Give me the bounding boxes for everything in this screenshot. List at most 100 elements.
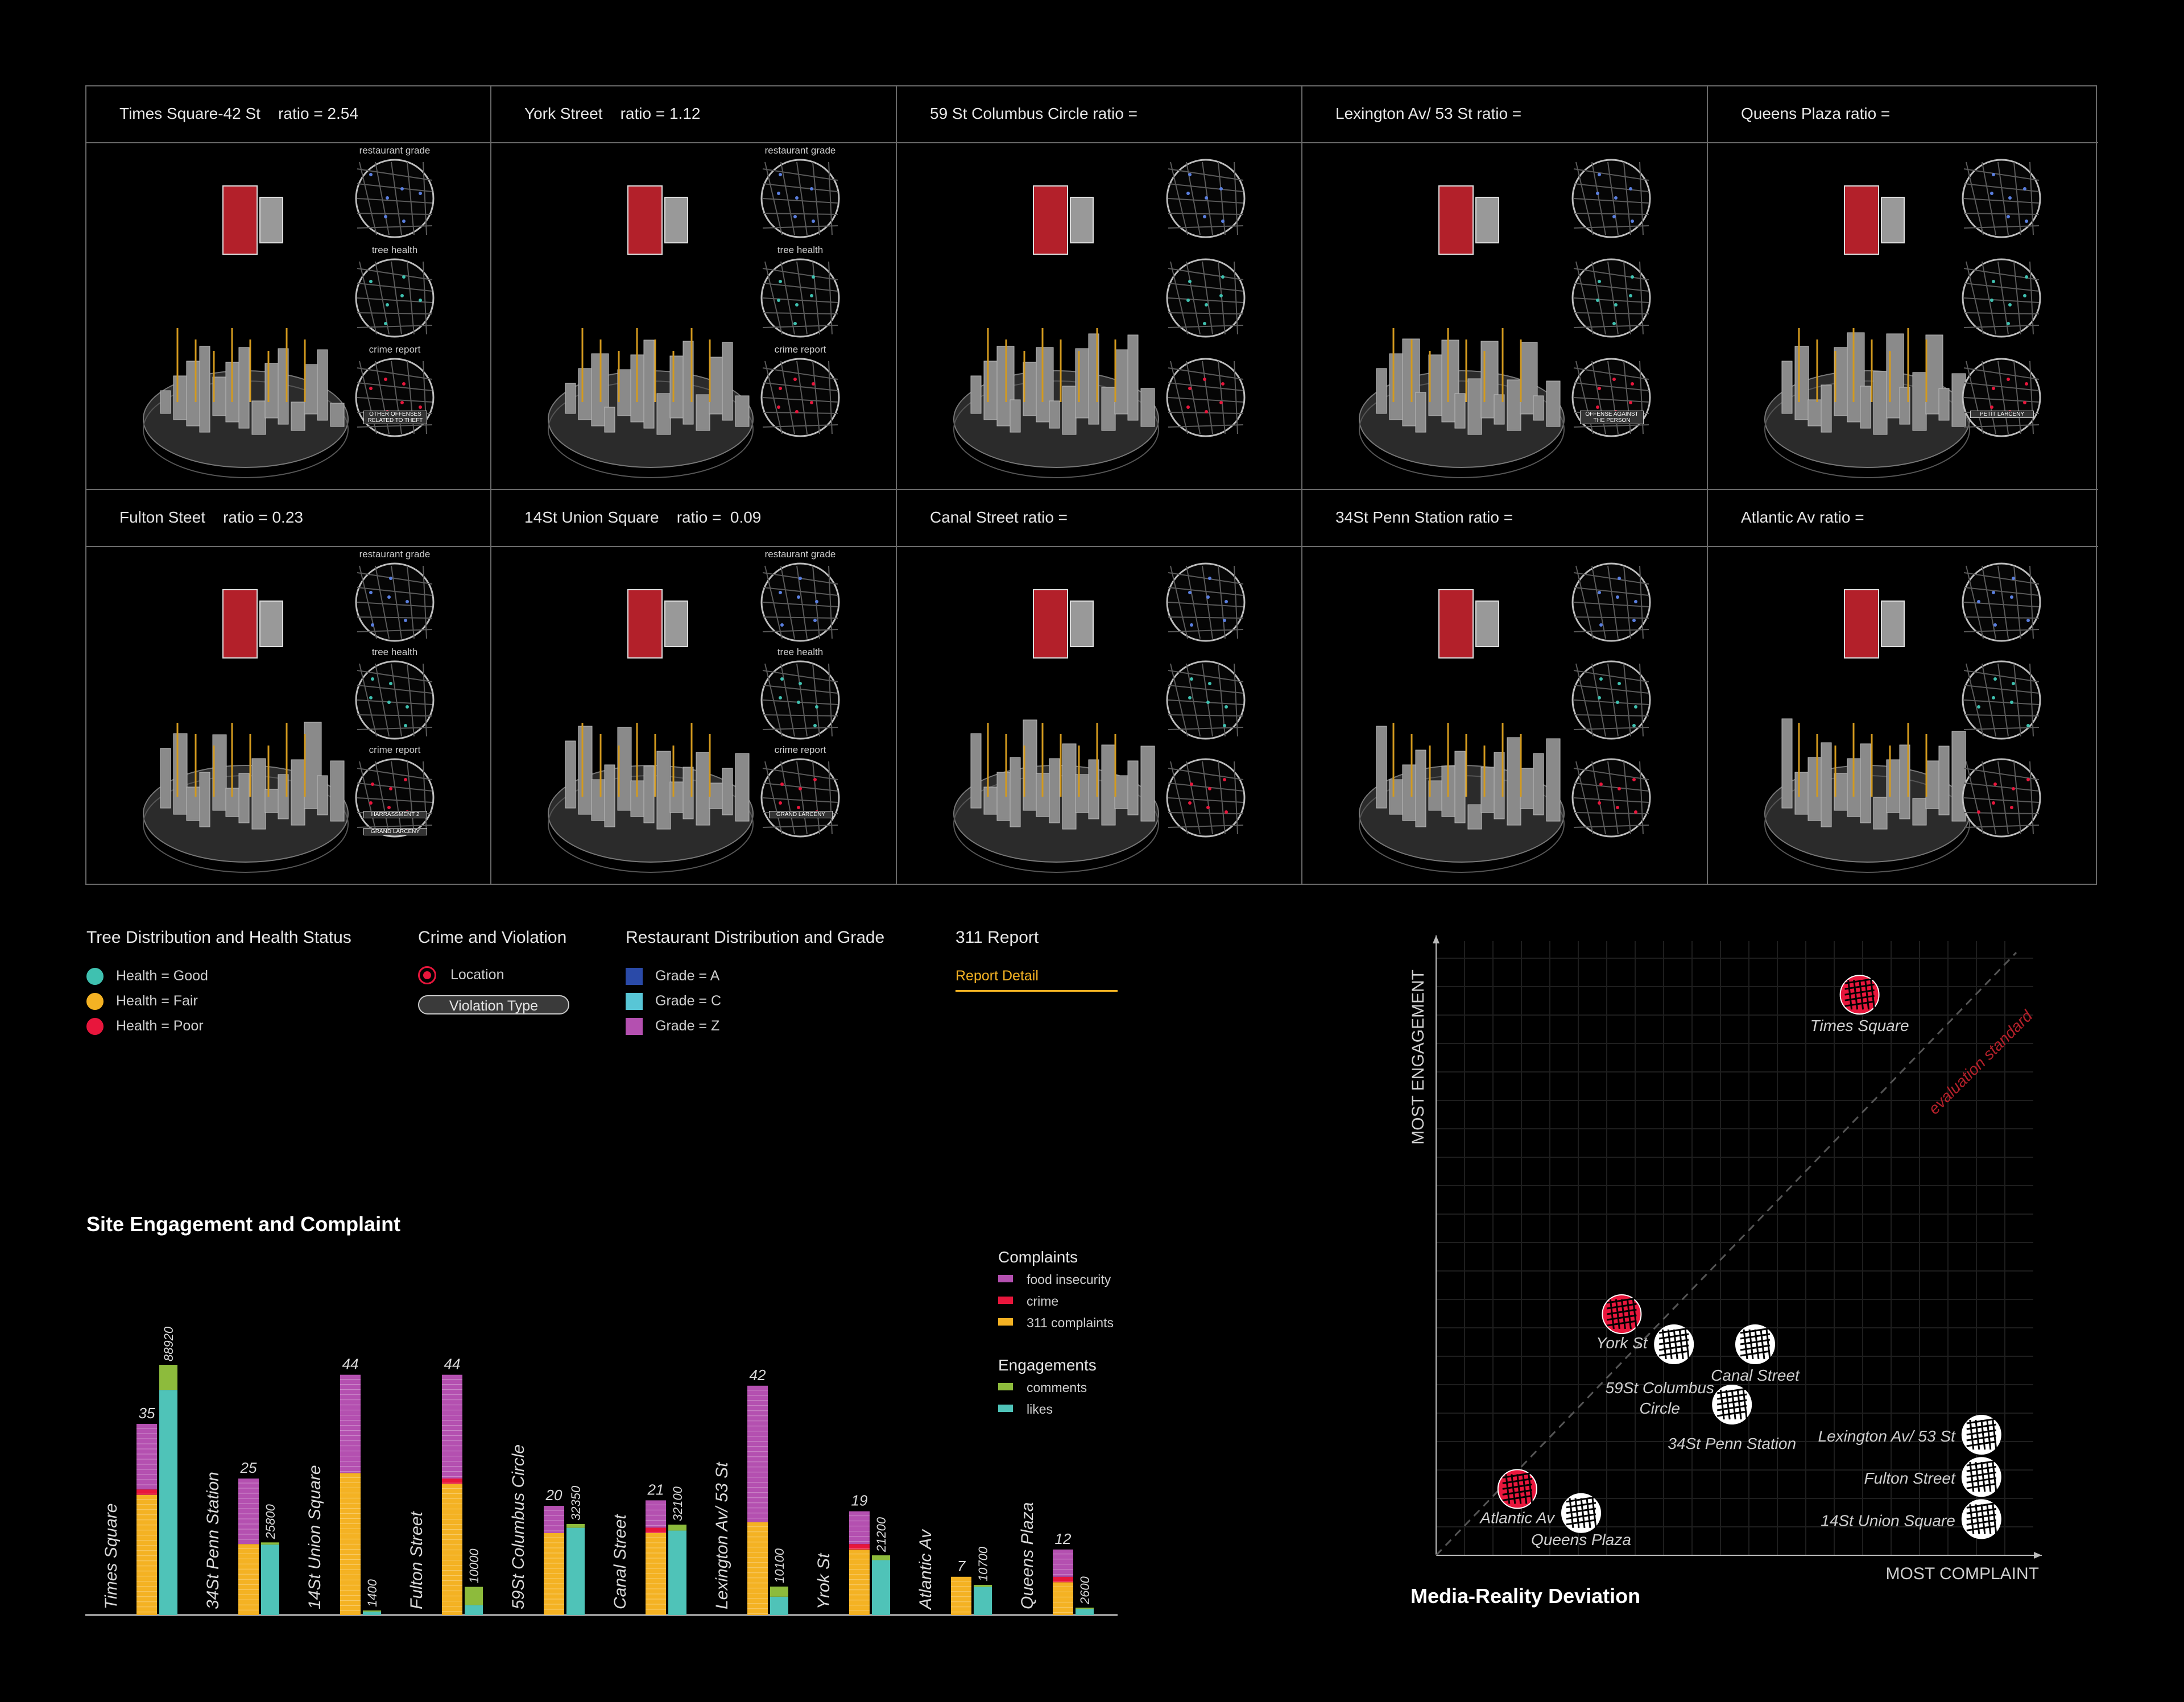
building-block — [604, 764, 615, 827]
circle-map — [760, 562, 840, 642]
complaint-total-label: 7 — [957, 1558, 966, 1575]
building-block — [1938, 746, 1950, 815]
crime-tag: HARRASSMENT 2 — [363, 811, 427, 818]
engagement-bar-segment — [261, 1544, 279, 1615]
building-block — [1938, 388, 1950, 421]
building-block — [1507, 737, 1521, 826]
building-block — [251, 758, 266, 830]
restaurant-legend-item: Grade = A — [626, 963, 884, 988]
engagement-bar-segment — [566, 1523, 585, 1528]
circle-map — [1571, 159, 1651, 238]
series-swatch — [998, 1405, 1013, 1412]
building-block — [1467, 804, 1482, 830]
site-panel: Fulton Steet ratio = 0.23 restaurant grad… — [86, 490, 491, 885]
building-block — [1140, 388, 1155, 427]
site-panel: Times Square-42 St ratio = 2.54 restauran… — [86, 86, 491, 490]
building-block — [1049, 400, 1060, 429]
point-label: Canal Street — [1711, 1366, 1800, 1384]
building-block — [1546, 738, 1561, 822]
building-block — [1049, 758, 1060, 823]
x-axis-label: MOST COMPLAINT — [1886, 1564, 2039, 1581]
engagement-total-label: 1400 — [365, 1579, 379, 1607]
building-block — [1794, 346, 1809, 420]
highlight-building — [1438, 185, 1474, 255]
building-block — [1127, 334, 1139, 421]
building-block — [1873, 371, 1888, 435]
map-label: tree health — [371, 245, 418, 255]
report-legend-title: 311 Report — [956, 928, 1039, 947]
crime-tag: PETIT LARCENY — [1970, 411, 2034, 418]
circle-map — [760, 159, 840, 238]
complaint-total-label: 44 — [342, 1356, 359, 1373]
building-block — [238, 347, 250, 429]
circle-map — [1571, 258, 1651, 338]
site-panel: Queens Plaza ratio = PETIT LARCENY — [1708, 86, 2098, 490]
tree-legend-item: Health = Poor — [86, 1013, 351, 1038]
building-block — [656, 751, 671, 830]
highlight-building — [222, 185, 258, 255]
building-block — [1860, 743, 1871, 823]
restaurant-legend-title: Restaurant Distribution and Grade — [626, 928, 885, 947]
engagement-bar-segment — [1076, 1608, 1094, 1609]
map-label: restaurant grade — [359, 549, 431, 560]
building-block — [330, 760, 345, 822]
building-block — [212, 734, 227, 811]
building-block — [735, 753, 750, 822]
highlight-building — [1033, 185, 1068, 255]
building-block — [251, 400, 266, 435]
building-block — [722, 342, 733, 421]
site-panel-header: Times Square-42 St ratio = 2.54 — [86, 86, 490, 143]
tree-legend-item: Health = Fair — [86, 988, 351, 1013]
circle-map — [1571, 562, 1651, 642]
site-panel-title: 59 St Columbus Circle ratio = — [930, 105, 1138, 122]
building-block — [1873, 797, 1888, 830]
series-legend-label: food insecurity — [1027, 1272, 1111, 1287]
circle-map — [760, 660, 840, 740]
building-block — [970, 375, 982, 414]
building-block — [1127, 760, 1139, 815]
grade-swatch-icon — [626, 968, 643, 985]
building-block — [970, 733, 982, 809]
site-panel-header: 14St Union Square ratio = 0.09 — [491, 490, 896, 547]
complaint-bar-segment — [442, 1484, 462, 1615]
map-label: crime report — [369, 744, 421, 755]
building-block — [617, 727, 632, 811]
highlight-building — [1033, 589, 1068, 659]
complaint-bar-segment — [849, 1549, 870, 1615]
complaint-total-label: 21 — [647, 1481, 664, 1498]
site-panel-title: 34St Penn Station ratio = — [1335, 508, 1513, 526]
isometric-city-model — [953, 589, 1159, 873]
building-block — [317, 349, 328, 421]
circle-map — [1962, 758, 2041, 838]
tree-legend: Tree Distribution and Health Status Heal… — [86, 928, 351, 1038]
engagement-total-label: 25800 — [263, 1504, 278, 1539]
circle-map — [355, 758, 435, 838]
building-block — [1454, 751, 1466, 823]
complaint-bar-segment — [136, 1424, 157, 1490]
building-block — [565, 383, 576, 414]
circle-map — [1962, 159, 2041, 238]
circle-map — [1571, 758, 1651, 838]
complaint-bar-segment — [951, 1576, 971, 1615]
y-axis-label: MOST ENGAGEMENT — [1409, 970, 1428, 1145]
x-axis-arrow-icon — [2034, 1552, 2042, 1559]
circle-map — [1962, 660, 2041, 740]
building-block — [1023, 719, 1037, 811]
complaint-bar-segment — [646, 1500, 666, 1528]
site-panel-title: Canal Street ratio = — [930, 508, 1068, 526]
complaint-bar-segment — [136, 1494, 157, 1615]
bar-category-label: Times Square — [102, 1504, 121, 1609]
complaint-bar-segment — [442, 1479, 462, 1484]
engagement-total-label: 2600 — [1078, 1576, 1092, 1605]
highlight-building — [1438, 589, 1474, 659]
bar-category-label: 34St Penn Station — [204, 1472, 222, 1609]
engagement-total-label: 32350 — [569, 1485, 583, 1521]
circle-map — [1962, 258, 2041, 338]
building-block — [1912, 372, 1927, 431]
site-panel: Atlantic Av ratio = — [1708, 490, 2098, 885]
engagement-total-label: 10700 — [976, 1546, 990, 1581]
building-block — [317, 775, 328, 815]
building-block — [1533, 753, 1544, 815]
engagement-bar-segment — [770, 1596, 788, 1615]
building-block — [578, 368, 593, 420]
